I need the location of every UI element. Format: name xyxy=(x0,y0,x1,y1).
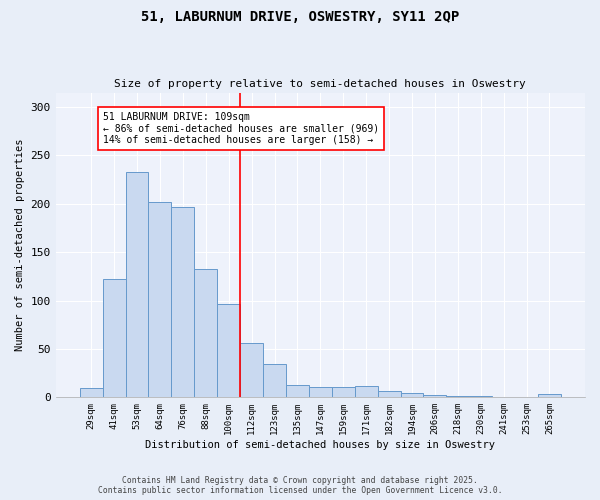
Bar xyxy=(103,280,125,398)
Bar xyxy=(401,394,424,398)
Title: Size of property relative to semi-detached houses in Oswestry: Size of property relative to semi-detach… xyxy=(115,79,526,89)
Bar xyxy=(538,394,561,398)
Bar xyxy=(286,385,309,398)
Text: Contains HM Land Registry data © Crown copyright and database right 2025.
Contai: Contains HM Land Registry data © Crown c… xyxy=(98,476,502,495)
Bar xyxy=(424,396,446,398)
Bar xyxy=(80,388,103,398)
Bar xyxy=(377,390,401,398)
Bar xyxy=(332,386,355,398)
Text: 51, LABURNUM DRIVE, OSWESTRY, SY11 2QP: 51, LABURNUM DRIVE, OSWESTRY, SY11 2QP xyxy=(141,10,459,24)
Bar xyxy=(217,304,240,398)
Bar xyxy=(469,396,492,398)
Bar xyxy=(355,386,377,398)
Y-axis label: Number of semi-detached properties: Number of semi-detached properties xyxy=(15,138,25,351)
Bar xyxy=(446,396,469,398)
Bar xyxy=(309,386,332,398)
X-axis label: Distribution of semi-detached houses by size in Oswestry: Distribution of semi-detached houses by … xyxy=(145,440,496,450)
Bar xyxy=(148,202,172,398)
Bar xyxy=(194,268,217,398)
Bar xyxy=(263,364,286,398)
Bar xyxy=(240,343,263,398)
Text: 51 LABURNUM DRIVE: 109sqm
← 86% of semi-detached houses are smaller (969)
14% of: 51 LABURNUM DRIVE: 109sqm ← 86% of semi-… xyxy=(103,112,379,145)
Bar xyxy=(125,172,148,398)
Bar xyxy=(172,206,194,398)
